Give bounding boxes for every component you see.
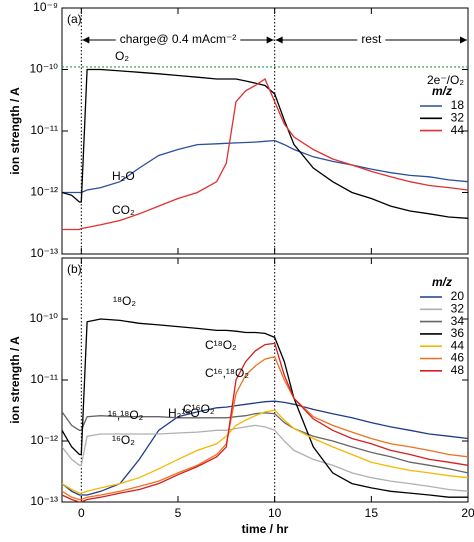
annotation: H₂O (112, 169, 135, 183)
annotation: ¹⁶,¹⁸O₂ (108, 408, 144, 422)
series-line (62, 68, 468, 219)
x-tick-label: 15 (365, 506, 379, 520)
series-line (62, 424, 468, 492)
phase-label: charge@ 0.4 mAcm⁻² (120, 32, 237, 46)
y-tick-label: 10⁻¹¹ (30, 123, 58, 137)
annotation: C¹⁶,¹⁸O₂ (205, 366, 249, 380)
legend-label: 18 (451, 98, 465, 112)
series-line (62, 400, 468, 496)
legend-label: 44 (451, 338, 465, 352)
phase-label: rest (361, 32, 382, 46)
y-tick-label: 10⁻¹³ (30, 494, 58, 508)
panel-label: (a) (67, 12, 82, 26)
annotation: CO₂ (112, 203, 135, 217)
legend-title: m/z (432, 84, 452, 98)
y-axis-label: ion strength / A (8, 336, 22, 424)
arrow-head (275, 36, 283, 44)
annotation: O₂ (115, 49, 129, 63)
panel-label: (b) (67, 262, 82, 276)
series-line (62, 342, 468, 502)
series-line (62, 356, 468, 501)
legend-label: 34 (451, 314, 465, 328)
y-tick-label: 10⁻¹³ (30, 246, 58, 260)
series-group (62, 318, 468, 502)
series-line (62, 78, 468, 231)
series-group (62, 68, 468, 231)
legend-label: 32 (451, 110, 465, 124)
y-axis-label: ion strength / A (8, 87, 22, 175)
series-line (62, 409, 468, 494)
y-tick-label: 10⁻¹⁰ (30, 311, 59, 325)
x-tick-label: 0 (78, 506, 85, 520)
legend-label: 44 (451, 123, 465, 137)
reference-label: 2e⁻/O₂ (427, 73, 464, 87)
y-tick-label: 10⁻¹² (30, 185, 58, 199)
y-tick-label: 10⁻¹² (30, 433, 58, 447)
annotation: H₂¹⁸O (168, 406, 200, 420)
series-line (62, 139, 468, 194)
series-line (62, 318, 468, 498)
x-tick-label: 10 (268, 506, 282, 520)
x-tick-label: 5 (175, 506, 182, 520)
legend-label: 20 (451, 289, 465, 303)
y-tick-label: 10⁻¹⁰ (30, 62, 59, 76)
x-tick-label: 20 (461, 506, 474, 520)
annotation: ¹⁸O₂ (113, 294, 136, 308)
arrow-head (266, 36, 274, 44)
arrow-head (82, 36, 90, 44)
legend-label: 36 (451, 326, 465, 340)
annotation: ¹⁶O₂ (112, 433, 135, 447)
y-tick-label: 10⁻¹¹ (30, 372, 58, 386)
annotation: C¹⁸O₂ (205, 338, 237, 352)
y-tick-label: 10⁻⁹ (33, 0, 58, 14)
legend-title: m/z (432, 275, 452, 289)
legend-label: 48 (451, 363, 465, 377)
legend-label: 32 (451, 301, 465, 315)
series-line (62, 411, 468, 474)
annotation: C¹⁶O₂ (183, 402, 215, 416)
x-axis-label: time / hr (242, 522, 289, 536)
arrow-head (460, 36, 467, 44)
legend-label: 46 (451, 351, 465, 365)
